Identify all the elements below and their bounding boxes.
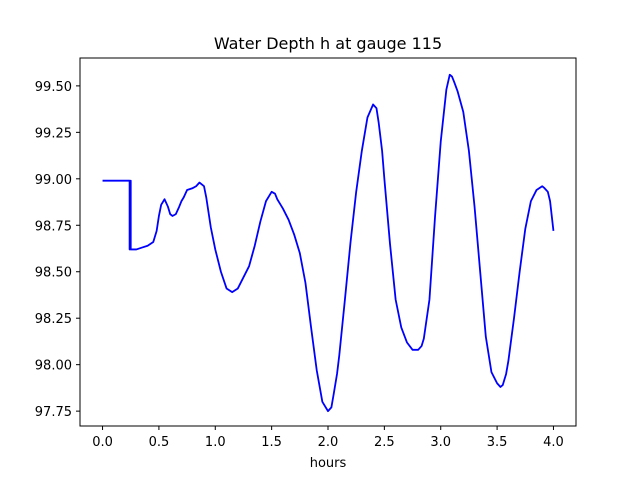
y-tick-label: 99.50	[35, 80, 72, 95]
x-axis-title: hours	[310, 456, 347, 471]
y-tick-label: 99.25	[35, 126, 72, 141]
y-tick-label: 99.00	[35, 173, 72, 188]
y-tick-label: 98.75	[35, 219, 72, 234]
x-tick-label: 0.5	[149, 435, 170, 450]
x-tick-label: 2.5	[374, 435, 395, 450]
chart-title: Water Depth h at gauge 115	[214, 34, 442, 53]
y-tick-label: 98.25	[35, 312, 72, 327]
x-tick-label: 3.5	[487, 435, 508, 450]
x-tick-label: 0.0	[92, 435, 113, 450]
plot-frame	[79, 57, 577, 427]
series-line	[102, 73, 555, 413]
x-tick-label: 1.0	[205, 435, 226, 450]
y-tick-label: 98.00	[35, 359, 72, 374]
x-tick-label: 2.0	[318, 435, 339, 450]
x-axis-ticks: 0.0 0.5 1.0 1.5 2.0 2.5 3.0 3.5 4.0	[92, 426, 564, 450]
x-tick-label: 3.0	[430, 435, 451, 450]
x-tick-label: 1.5	[261, 435, 282, 450]
y-tick-label: 98.50	[35, 266, 72, 281]
x-tick-label: 4.0	[543, 435, 564, 450]
y-tick-label: 97.75	[35, 405, 72, 420]
y-axis-ticks: 97.75 98.00 98.25 98.50 98.75 99.00 99.25 99.50	[35, 80, 80, 420]
